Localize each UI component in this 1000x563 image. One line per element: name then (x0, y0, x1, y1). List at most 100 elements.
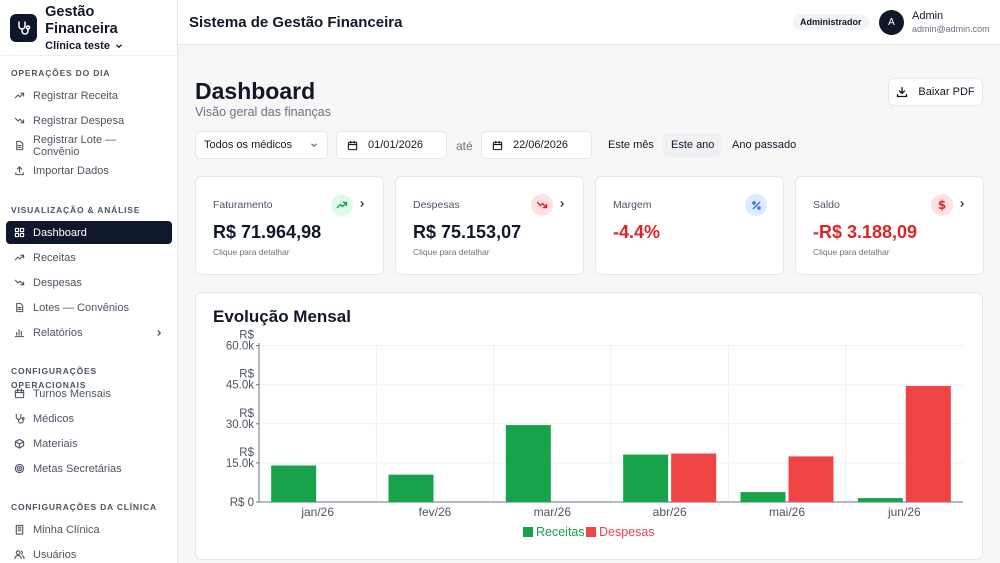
sidebar-item-usuarios[interactable]: Usuários (6, 543, 172, 563)
x-tick-label: abr/26 (653, 505, 687, 519)
trend-up-icon (331, 194, 353, 216)
calendar-icon (492, 140, 503, 150)
card-saldo[interactable]: Saldo $ -R$ 3.188,09 Clique para detalha… (795, 176, 984, 275)
legend-label-despesas: Despesas (599, 525, 655, 539)
chart-title: Evolução Mensal (213, 307, 351, 326)
card-hint: Clique para detalhar (213, 247, 290, 257)
sidebar-item-label: Dashboard (33, 226, 87, 239)
sidebar-section-title: OPERAÇÕES DO DIA (11, 68, 111, 78)
avatar[interactable]: A (879, 10, 904, 35)
sidebar-item-medicos[interactable]: Médicos (6, 407, 172, 430)
users-icon (14, 550, 25, 560)
card-label: Despesas (413, 199, 460, 211)
x-tick-label: mai/26 (769, 505, 805, 519)
date-to-value: 22/06/2026 (513, 139, 569, 151)
chevron-right-icon (560, 201, 565, 207)
document-icon (16, 140, 24, 151)
x-tick-label: jun/26 (887, 505, 921, 519)
x-tick-label: mar/26 (534, 505, 572, 519)
bar-despesas-abr-26 (671, 453, 717, 502)
chevron-right-icon (360, 201, 365, 207)
upload-icon (15, 166, 24, 176)
date-from-field[interactable]: 01/01/2026 (336, 131, 447, 159)
sidebar-item-minha-clinica[interactable]: Minha Clínica (6, 518, 172, 541)
sidebar-item-despesas[interactable]: Despesas (6, 271, 172, 294)
sidebar-item-metas-secretarias[interactable]: Metas Secretárias (6, 457, 172, 480)
role-badge: Administrador (793, 14, 869, 30)
bar-chart-icon (14, 329, 25, 338)
user-name: Admin (912, 10, 944, 22)
stethoscope-icon (15, 413, 25, 424)
sidebar-item-receitas[interactable]: Receitas (6, 246, 172, 269)
top-header: Sistema de Gestão Financeira Administrad… (178, 0, 1000, 45)
sidebar-item-registrar-receita[interactable]: Registrar Receita (6, 84, 172, 107)
card-faturamento[interactable]: Faturamento R$ 71.964,98 Clique para det… (195, 176, 384, 275)
x-tick-label: fev/26 (419, 505, 452, 519)
bar-despesas-jun-26 (905, 386, 951, 502)
bar-receitas-abr-26 (623, 454, 669, 502)
card-label: Saldo (813, 199, 840, 211)
sidebar-section: VISUALIZAÇÃO & ANÁLISE Dashboard Receitas D… (0, 203, 177, 346)
chevron-down-icon (116, 43, 122, 48)
y-tick-label: R$ 15.0k (226, 447, 255, 470)
download-pdf-label: Baixar PDF (918, 86, 975, 98)
stethoscope-logo-icon (10, 13, 38, 42)
download-pdf-button[interactable]: Baixar PDF (888, 78, 983, 106)
calendar-icon (14, 388, 25, 399)
filter-este-mes[interactable]: Este mês (608, 139, 654, 151)
box-icon (14, 438, 25, 449)
user-email: admin@admin.com (912, 24, 990, 34)
sidebar-item-materiais[interactable]: Materiais (6, 432, 172, 455)
date-to-field[interactable]: 22/06/2026 (481, 131, 592, 159)
legend-swatch-receitas (523, 527, 533, 537)
sidebar-item-label: Registrar Lote — Convênio (33, 133, 117, 158)
card-value: R$ 75.153,07 (413, 222, 522, 242)
sidebar-item-label: Relatórios (33, 326, 83, 339)
sidebar-section: CONFIGURAÇÕES DA CLÍNICA Minha Clínica Usu… (0, 500, 177, 563)
sidebar-item-label: Importar Dados (33, 164, 109, 177)
calendar-icon (347, 140, 358, 150)
page-title: Dashboard (195, 78, 316, 104)
dashboard-icon (14, 227, 25, 238)
filter-ano-passado[interactable]: Ano passado (732, 139, 797, 151)
sidebar-item-importar-dados[interactable]: Importar Dados (6, 159, 172, 182)
sidebar-item-dashboard[interactable]: Dashboard (6, 221, 172, 244)
sidebar-item-label: Registrar Receita (33, 89, 118, 102)
sidebar-section: CONFIGURAÇÕES OPERACIONAIS Turnos Mensais… (0, 364, 177, 482)
date-separator: até (456, 139, 473, 153)
card-label: Margem (613, 199, 652, 211)
sidebar-section: OPERAÇÕES DO DIA Registrar Receita Registr… (0, 66, 177, 184)
sidebar-item-relatorios[interactable]: Relatórios (6, 321, 172, 344)
chevron-right-icon (960, 201, 965, 207)
sidebar-section-title: VISUALIZAÇÃO & ANÁLISE (11, 205, 141, 215)
monthly-evolution-chart: R$ 0 R$ 15.0k R$ 30.0k R$ 45.0k R$ 60.0k jan/26 fe… (226, 330, 963, 539)
trend-down-icon (14, 117, 25, 124)
chevron-right-icon (157, 329, 162, 336)
date-from-value: 01/01/2026 (368, 139, 424, 151)
doctor-select[interactable]: Todos os médicos (195, 131, 328, 159)
card-value: -4.4% (613, 222, 661, 242)
clinic-selector[interactable]: Clínica teste (45, 40, 167, 52)
trend-up-icon (14, 254, 25, 261)
card-value: R$ 71.964,98 (213, 222, 322, 242)
trend-down-icon (14, 279, 25, 286)
sidebar-item-turnos-mensais[interactable]: Turnos Mensais (6, 382, 172, 405)
sidebar-item-registrar-despesa[interactable]: Registrar Despesa (6, 109, 172, 132)
y-tick-label: R$ 0 (230, 497, 254, 509)
building-icon (15, 524, 24, 535)
sidebar-item-lotes-convenios[interactable]: Lotes — Convênios (6, 296, 172, 319)
sidebar-item-registrar-lote-convenio[interactable]: Registrar Lote — Convênio (6, 133, 172, 158)
sidebar-item-label: Lotes — Convênios (33, 301, 129, 314)
bar-receitas-jun-26 (857, 498, 903, 502)
legend-swatch-despesas (586, 527, 596, 537)
card-label: Faturamento (213, 199, 273, 211)
card-despesas[interactable]: Despesas R$ 75.153,07 Clique para detalh… (395, 176, 584, 275)
card-hint: Clique para detalhar (813, 247, 890, 257)
filter-este-ano[interactable]: Este ano (663, 133, 723, 157)
card-margem: Margem -4.4% (595, 176, 784, 275)
trend-down-icon (531, 194, 553, 216)
brand: Gestão Financeira Clínica teste (0, 0, 177, 56)
sidebar-item-label: Minha Clínica (33, 523, 100, 536)
bar-receitas-fev-26 (388, 474, 434, 502)
app-title: Sistema de Gestão Financeira (189, 13, 403, 31)
